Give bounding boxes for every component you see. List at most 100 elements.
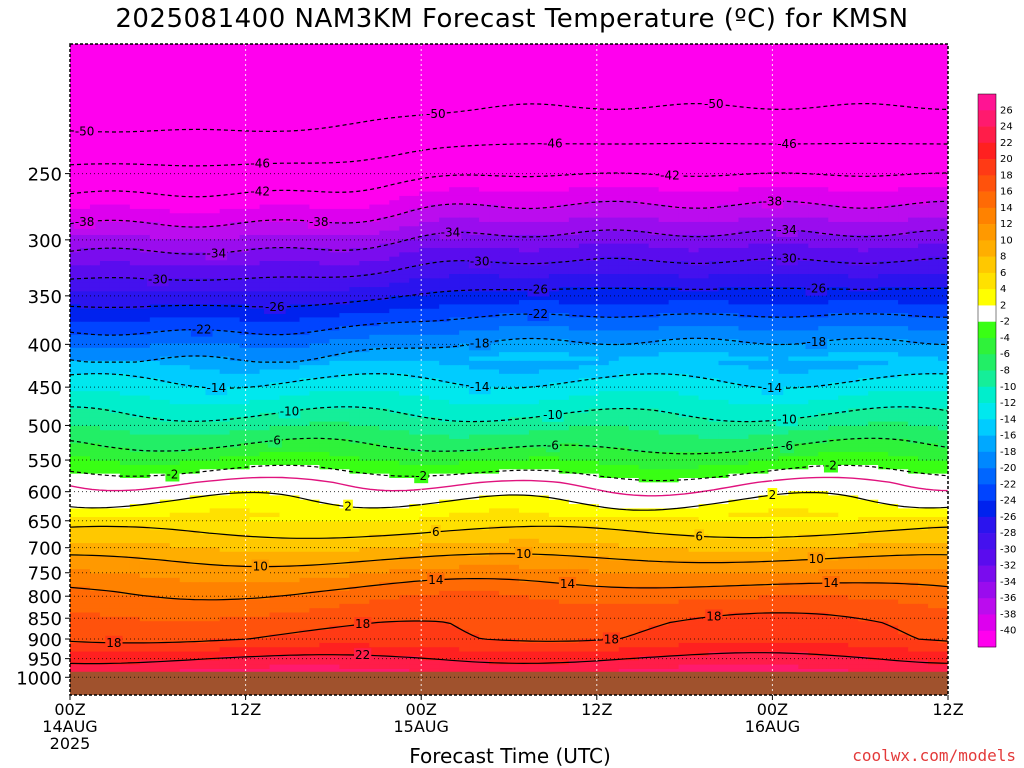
heatmap-cell xyxy=(858,143,869,149)
heatmap-cell xyxy=(558,243,570,249)
heatmap-cell xyxy=(99,278,111,284)
heatmap-cell xyxy=(189,83,201,88)
heatmap-cell xyxy=(339,269,350,275)
heatmap-cell xyxy=(309,278,321,284)
heatmap-cell xyxy=(229,87,241,93)
heatmap-cell xyxy=(199,109,211,115)
heatmap-cell xyxy=(279,165,291,171)
heatmap-cell xyxy=(479,169,490,175)
heatmap-cell xyxy=(479,195,490,201)
heatmap-cell xyxy=(528,243,540,249)
heatmap-cell xyxy=(648,100,660,106)
heatmap-cell xyxy=(668,182,680,188)
heatmap-cell xyxy=(748,52,760,58)
heatmap-cell xyxy=(748,135,760,141)
heatmap-cell xyxy=(309,117,321,123)
heatmap-cell xyxy=(578,200,590,206)
heatmap-cell xyxy=(239,78,251,84)
heatmap-cell xyxy=(89,278,101,284)
heatmap-cell xyxy=(888,78,899,84)
heatmap-cell xyxy=(159,61,171,67)
heatmap-cell xyxy=(808,143,819,149)
heatmap-cell xyxy=(249,83,261,88)
heatmap-cell xyxy=(848,230,859,236)
heatmap-cell xyxy=(439,130,450,136)
heatmap-cell xyxy=(339,96,350,102)
heatmap-cell xyxy=(289,52,301,58)
heatmap-cell xyxy=(399,208,410,214)
heatmap-cell xyxy=(658,44,670,49)
heatmap-cell xyxy=(89,261,101,266)
heatmap-cell xyxy=(838,261,849,266)
heatmap-cell xyxy=(189,117,201,123)
heatmap-cell xyxy=(808,217,819,223)
heatmap-cell xyxy=(738,182,750,188)
heatmap-cell xyxy=(329,282,340,288)
heatmap-cell xyxy=(568,161,580,167)
heatmap-cell xyxy=(728,178,740,184)
heatmap-cell xyxy=(688,187,700,193)
heatmap-cell xyxy=(359,217,370,223)
heatmap-cell xyxy=(149,48,161,54)
heatmap-cell xyxy=(129,148,141,154)
heatmap-cell xyxy=(479,247,490,253)
heatmap-cell xyxy=(518,226,530,232)
heatmap-cell xyxy=(608,282,620,288)
heatmap-cell xyxy=(109,143,121,149)
heatmap-cell xyxy=(538,187,550,193)
heatmap-cell xyxy=(608,83,620,88)
heatmap-cell xyxy=(628,252,640,258)
heatmap-cell xyxy=(249,91,261,97)
heatmap-cell xyxy=(409,200,420,206)
heatmap-cell xyxy=(588,48,600,54)
heatmap-cell xyxy=(139,269,151,275)
heatmap-cell xyxy=(718,143,730,149)
heatmap-cell xyxy=(758,265,770,271)
heatmap-cell xyxy=(279,208,291,214)
heatmap-cell xyxy=(279,217,291,223)
heatmap-cell xyxy=(139,139,151,145)
heatmap-cell xyxy=(429,152,440,158)
heatmap-cell xyxy=(479,234,490,240)
heatmap-cell xyxy=(459,113,470,119)
heatmap-cell xyxy=(928,204,939,210)
heatmap-cell xyxy=(409,57,420,62)
heatmap-cell xyxy=(199,87,211,93)
heatmap-cell xyxy=(239,208,251,214)
heatmap-cell xyxy=(239,126,251,132)
heatmap-cell xyxy=(918,156,929,162)
heatmap-cell xyxy=(608,130,620,136)
heatmap-cell xyxy=(888,130,899,136)
heatmap-cell xyxy=(798,91,809,97)
heatmap-cell xyxy=(788,48,799,54)
heatmap-cell xyxy=(908,239,919,245)
heatmap-cell xyxy=(489,117,500,123)
heatmap-cell xyxy=(628,130,640,136)
heatmap-cell xyxy=(219,287,231,292)
heatmap-cell xyxy=(728,130,740,136)
heatmap-cell xyxy=(279,278,291,284)
heatmap-cell xyxy=(409,269,420,275)
heatmap-cell xyxy=(169,135,181,141)
heatmap-cell xyxy=(489,278,500,284)
heatmap-cell xyxy=(528,187,540,193)
heatmap-cell xyxy=(578,252,590,258)
heatmap-cell xyxy=(758,217,770,223)
heatmap-cell xyxy=(578,96,590,102)
heatmap-cell xyxy=(169,70,181,75)
heatmap-cell xyxy=(299,165,311,171)
heatmap-cell xyxy=(129,247,141,253)
heatmap-cell xyxy=(878,117,889,123)
heatmap-cell xyxy=(429,100,440,106)
heatmap-cell xyxy=(159,48,171,54)
heatmap-cell xyxy=(658,156,670,162)
heatmap-cell xyxy=(838,152,849,158)
heatmap-cell xyxy=(79,48,91,54)
heatmap-cell xyxy=(109,274,121,279)
heatmap-cell xyxy=(109,261,121,266)
heatmap-cell xyxy=(139,169,151,175)
heatmap-cell xyxy=(439,161,450,167)
heatmap-cell xyxy=(419,70,430,75)
heatmap-cell xyxy=(688,256,700,262)
heatmap-cell xyxy=(668,117,680,123)
